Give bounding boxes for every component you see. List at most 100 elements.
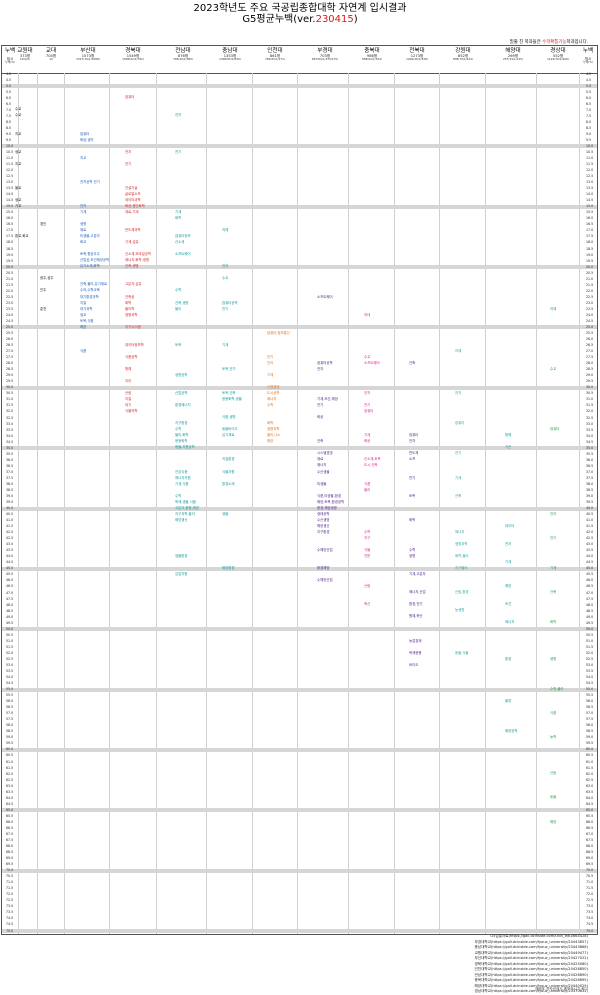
axis-tick-right: 63.0 bbox=[586, 783, 594, 788]
department-entry: 신소재,토목 bbox=[364, 457, 381, 462]
department-entry: 환경 bbox=[505, 656, 512, 661]
sources-list: G5입결자료(https://gall.dcinside.com/univ_ed… bbox=[474, 934, 588, 995]
department-entry: 생교 bbox=[80, 312, 87, 317]
department-entry: 수학 bbox=[175, 493, 182, 498]
source-link[interactable]: 경북대학교(https://gall.dcinside.com/fyouz_un… bbox=[474, 961, 588, 966]
department-entry: 의대 bbox=[364, 312, 371, 317]
department-entry: 경인 bbox=[40, 222, 47, 227]
axis-tick-right: 29.5 bbox=[586, 379, 594, 384]
band-marker bbox=[2, 84, 597, 89]
source-link[interactable]: G5입결자료(https://gall.dcinside.com/univ_ed… bbox=[490, 934, 588, 938]
axis-tick-left: 52.5 bbox=[6, 656, 14, 661]
department-entry: 에너지,산업 bbox=[409, 590, 426, 595]
axis-tick-left: 32.5 bbox=[6, 415, 14, 420]
department-entry: 에너지,화학,생명 bbox=[125, 258, 149, 263]
axis-tick-left: 66.5 bbox=[6, 825, 14, 830]
axis-tick-left: 70.5 bbox=[6, 874, 14, 879]
axis-tick-left: 71.0 bbox=[6, 880, 14, 885]
axis-tick-right: 10.0 bbox=[586, 143, 594, 148]
axis-tick-right: 27.5 bbox=[586, 355, 594, 360]
source-link[interactable]: 충북대학교(https://gall.dcinside.com/fyouz_un… bbox=[474, 978, 588, 982]
band-marker bbox=[2, 929, 597, 933]
source-link[interactable]: 전남대학교(https://gall.dcinside.com/fyouz_un… bbox=[474, 972, 588, 977]
column-header: 해양대 269명 257(34/1/125) bbox=[490, 48, 536, 61]
department-entry: 수교 bbox=[550, 366, 557, 371]
department-entry: 식품,생명 bbox=[222, 415, 236, 420]
department-entry: 식품 bbox=[364, 481, 371, 486]
department-entry: 화공,생지 bbox=[80, 137, 94, 142]
axis-tick-left: 35.0 bbox=[6, 445, 14, 450]
axis-tick-left: 4.0 bbox=[6, 71, 12, 76]
band-marker bbox=[2, 265, 597, 270]
axis-tick-left: 56.5 bbox=[6, 705, 14, 710]
column-divider bbox=[297, 73, 298, 934]
axis-tick-left: 31.0 bbox=[6, 397, 14, 402]
department-entry: 미생물,고분자 bbox=[80, 234, 100, 239]
axis-tick-left: 45.0 bbox=[6, 566, 14, 571]
axis-label-right: 누백 bbox=[582, 48, 594, 54]
axis-tick-left: 45.5 bbox=[6, 572, 14, 577]
axis-tick-right: 50.5 bbox=[586, 632, 594, 637]
department-entry: 농생명 bbox=[455, 608, 465, 613]
department-entry: 해양공학 bbox=[505, 729, 518, 734]
axis-tick-right: 11.5 bbox=[586, 162, 594, 167]
department-entry: 기계 bbox=[222, 342, 229, 347]
department-entry: 화학 bbox=[267, 421, 274, 426]
axis-tick-left: 22.0 bbox=[6, 288, 14, 293]
axis-tick-left: 59.5 bbox=[6, 741, 14, 746]
column-divider bbox=[156, 73, 157, 934]
department-entry: 소프트웨어 bbox=[317, 294, 333, 299]
column-detail: 257(34/1/125) bbox=[502, 57, 524, 61]
axis-tick-left: 26.5 bbox=[6, 343, 14, 348]
source-link[interactable]: 충남대학교(https://gall.dcinside.com/fyouz_un… bbox=[474, 945, 588, 949]
axis-tick-left: 59.0 bbox=[6, 735, 14, 740]
column-count: 1573명 bbox=[81, 54, 95, 58]
axis-tick-left: 41.5 bbox=[6, 524, 14, 529]
axis-tick-left: 66.0 bbox=[6, 819, 14, 824]
axis-tick-left: 20.5 bbox=[6, 270, 14, 275]
department-entry: 해양 bbox=[550, 819, 557, 824]
department-entry: 화학 bbox=[125, 300, 132, 305]
department-entry: 지구환경 bbox=[175, 421, 188, 426]
axis-tick-left: 24.5 bbox=[6, 318, 14, 323]
axis-tick-right: 74.0 bbox=[586, 916, 594, 921]
axis-tick-right: 24.0 bbox=[586, 312, 594, 317]
axis-tick-right: 47.0 bbox=[586, 590, 594, 595]
department-entry: 건축 bbox=[409, 360, 416, 365]
column-name: 전남대 bbox=[175, 48, 191, 54]
axis-tick-right: 66.5 bbox=[586, 825, 594, 830]
axis-tick-left: 50.0 bbox=[6, 626, 14, 631]
column-count: 703명 bbox=[319, 54, 331, 58]
band-marker bbox=[2, 144, 597, 149]
department-entry: 수학,물리 bbox=[550, 686, 564, 691]
column-name: 충북대 bbox=[364, 48, 380, 54]
department-entry: 목재,생물,식물 bbox=[175, 499, 196, 504]
axis-tick-right: 48.0 bbox=[586, 602, 594, 607]
axis-tick-right: 67.5 bbox=[586, 837, 594, 842]
source-link[interactable]: 부경대학교(https://gall.dcinside.com/fyouz_un… bbox=[474, 939, 588, 944]
column-name: 부산대 bbox=[80, 48, 96, 54]
axis-tick-left: 56.0 bbox=[6, 699, 14, 704]
axis-tick-left: 32.0 bbox=[6, 409, 14, 414]
axis-tick-left: 63.0 bbox=[6, 783, 14, 788]
department-entry: 의예 bbox=[222, 228, 229, 233]
source-link[interactable]: 인천대학교(https://gall.dcinside.com/fyouz_un… bbox=[474, 967, 588, 971]
column-divider bbox=[439, 73, 440, 934]
department-entry: 건축,생명 bbox=[175, 300, 189, 305]
department-entry: 수의,수학교육 bbox=[80, 288, 100, 293]
source-link[interactable]: 부산대학교(https://gall.dcinside.com/fyouz_un… bbox=[474, 956, 588, 960]
department-entry: 해양생산 bbox=[175, 517, 188, 522]
source-link[interactable]: 해양대학교(https://gall.dcinside.com/fyouz_un… bbox=[474, 983, 588, 988]
axis-tick-right: 31.5 bbox=[586, 403, 594, 408]
source-link[interactable]: 경상대학교(https://gall.dcinside.com/fyouz_un… bbox=[474, 989, 588, 993]
department-entry: 환교,화교 bbox=[15, 234, 29, 239]
department-entry: 농학 bbox=[550, 735, 557, 740]
department-entry: 응용화학,생물 bbox=[222, 397, 242, 402]
axis-tick-right: 62.0 bbox=[586, 771, 594, 776]
axis-tick-right: 19.0 bbox=[586, 252, 594, 257]
axis-tick-right: 38.0 bbox=[586, 481, 594, 486]
axis-tick-left: 39.5 bbox=[6, 500, 14, 504]
department-entry: 전자 bbox=[364, 391, 371, 396]
band-marker bbox=[2, 687, 597, 692]
source-link[interactable]: 교원대학교(https://gall.dcinside.com/fyouz_un… bbox=[474, 950, 588, 955]
